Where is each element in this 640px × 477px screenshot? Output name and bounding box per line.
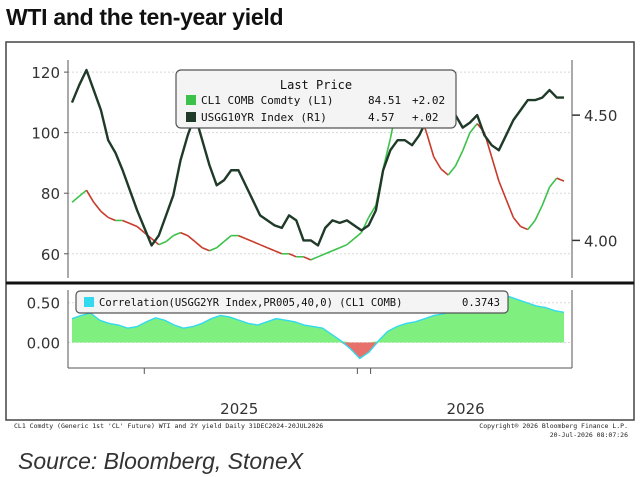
- wti-segment: [556, 177, 565, 182]
- correlation-legend-box: [75, 290, 509, 314]
- wti-segment: [440, 168, 449, 176]
- wti-segment: [129, 222, 138, 228]
- wti-segment: [433, 156, 442, 170]
- wti-segment: [324, 250, 333, 255]
- wti-segment: [512, 216, 522, 228]
- wti-segment: [107, 216, 116, 222]
- wti-segment: [78, 189, 87, 197]
- wti-legend-change: +2.02: [412, 94, 445, 107]
- wti-segment: [346, 238, 355, 246]
- wti-segment: [85, 189, 95, 203]
- footer-description: CL1 Comdty (Generic 1st 'CL' Future) WTI…: [14, 422, 324, 430]
- wti-segment: [425, 132, 435, 158]
- wti-segment: [238, 234, 246, 240]
- wti-segment: [172, 231, 181, 237]
- yield-legend-value: 4.57: [368, 111, 395, 124]
- price-legend: Last Price CL1 COMB Comdty (L1) 84.51 +2…: [175, 69, 457, 129]
- wti-segment: [303, 256, 312, 261]
- wti-segment: [520, 225, 529, 231]
- wti-segment: [209, 246, 218, 252]
- wti-segment: [317, 253, 326, 258]
- left-tick-label: 80: [41, 185, 60, 203]
- wti-segment: [165, 234, 174, 243]
- lower-tick-label: 0.50: [27, 295, 60, 313]
- yield-line: [70, 68, 564, 247]
- correlation-legend-swatch: [84, 297, 94, 307]
- wti-segment: [332, 246, 341, 252]
- page-title: WTI and the ten-year yield: [6, 4, 284, 30]
- wti-segment: [454, 150, 464, 167]
- wti-segment: [93, 201, 102, 212]
- wti-legend-value: 84.51: [368, 94, 401, 107]
- left-tick-label: 60: [41, 246, 60, 264]
- wti-segment: [527, 219, 536, 231]
- left-tick-label: 120: [31, 64, 60, 82]
- wti-segment: [180, 231, 189, 237]
- wti-segment: [122, 219, 131, 225]
- wti-segment: [339, 243, 348, 249]
- wti-segment: [367, 204, 377, 218]
- wti-segment: [274, 250, 283, 255]
- price-legend-header: Last Price: [280, 78, 352, 92]
- tick-labels: 60 80 100 120 4.00 4.50 0.00 0.50 2025 2026: [27, 64, 618, 418]
- wti-segment: [469, 123, 478, 134]
- correlation-legend-label: Correlation(USGG2YR Index,PR005,40,0) (C…: [99, 297, 402, 309]
- wti-segment: [267, 246, 275, 252]
- yield-legend-swatch: [186, 112, 196, 122]
- price-legend-box: [175, 69, 457, 129]
- wti-segment: [252, 240, 261, 246]
- wti-segment: [498, 180, 507, 200]
- correlation-legend: Correlation(USGG2YR Index,PR005,40,0) (C…: [75, 290, 509, 314]
- wti-segment: [534, 204, 544, 221]
- year-tick-label: 2026: [447, 400, 485, 418]
- wti-yield-chart: 60 80 100 120 4.00 4.50 0.00 0.50 2025 2026 Last …: [5, 41, 635, 421]
- wti-segment: [187, 234, 196, 243]
- right-tick-label: 4.50: [584, 107, 617, 125]
- wti-segment: [194, 241, 203, 249]
- wti-segment: [259, 243, 268, 249]
- year-tick-label: 2025: [220, 400, 258, 418]
- wti-segment: [541, 186, 551, 206]
- footer-copyright: Copyright® 2026 Bloomberg Finance L.P.: [479, 422, 628, 430]
- wti-segment: [245, 237, 254, 243]
- wti-segment: [490, 156, 500, 182]
- wti-legend-label: CL1 COMB Comdty (L1): [201, 94, 333, 107]
- wti-segment: [223, 234, 232, 243]
- right-tick-label: 4.00: [584, 232, 617, 250]
- yield-series: [70, 68, 564, 247]
- lower-tick-label: 0.00: [27, 335, 60, 353]
- wti-segment: [447, 165, 457, 176]
- wti-segment: [288, 253, 297, 258]
- wti-segment: [201, 246, 210, 252]
- left-tick-label: 100: [31, 125, 60, 143]
- footer-timestamp: 20-Jul-2026 08:07:26: [549, 431, 628, 439]
- axes: [67, 60, 573, 369]
- wti-segment: [216, 241, 225, 249]
- wti-legend-swatch: [186, 95, 196, 105]
- wti-segment: [353, 231, 362, 240]
- wti-segment: [71, 195, 80, 203]
- wti-segment: [310, 256, 319, 261]
- wti-segment: [505, 198, 515, 218]
- wti-segment: [158, 240, 167, 246]
- wti-segment: [548, 177, 558, 188]
- wti-segment: [136, 225, 145, 234]
- wti-segment: [461, 132, 471, 152]
- correlation-positive-area: [72, 296, 564, 343]
- yield-legend-change: +.02: [412, 111, 439, 124]
- correlation-legend-value: 0.3743: [462, 297, 500, 309]
- source-note: Source: Bloomberg, StoneX: [18, 448, 304, 474]
- wti-segment: [100, 210, 109, 219]
- yield-legend-label: USGG10YR Index (R1): [201, 111, 327, 124]
